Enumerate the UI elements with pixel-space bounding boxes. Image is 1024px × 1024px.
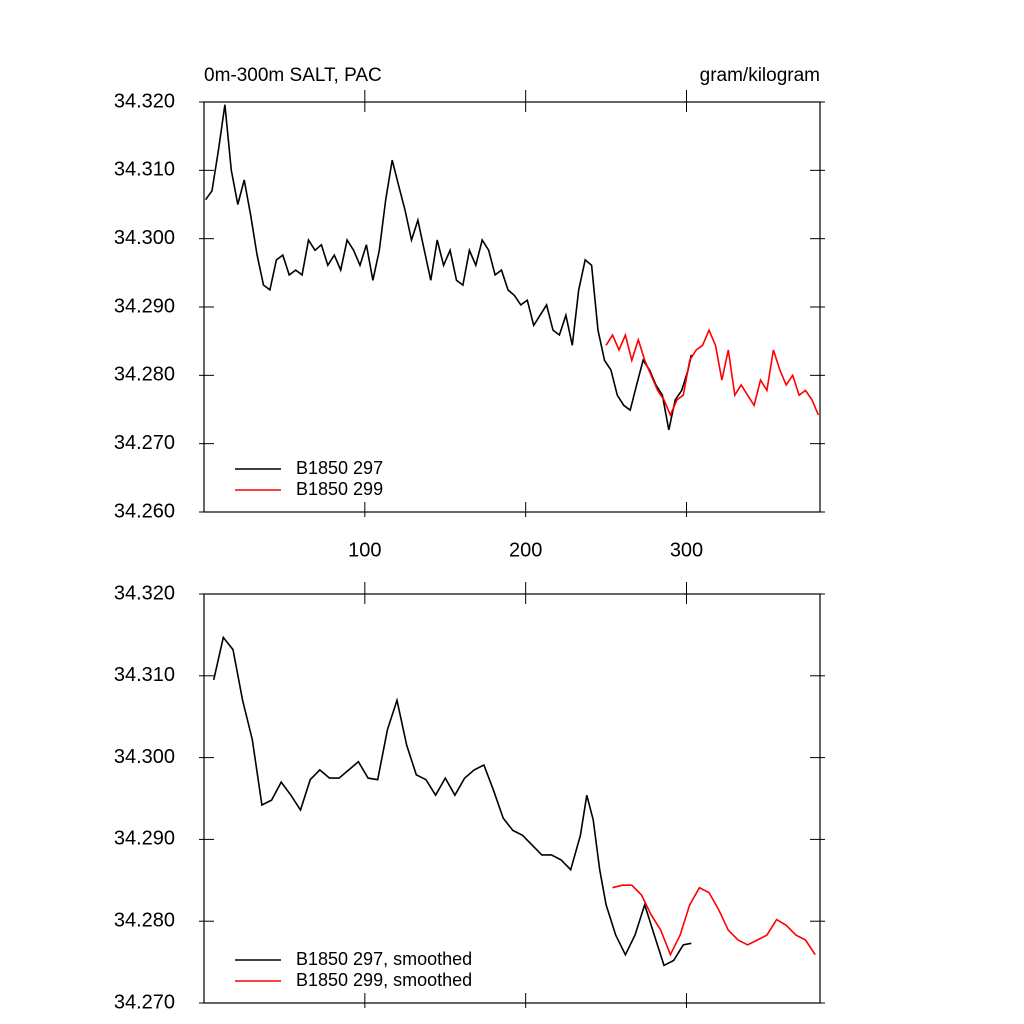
legend-label: B1850 299 [296, 479, 383, 499]
data-line [612, 884, 816, 957]
data-line [212, 635, 692, 967]
y-tick-label: 34.270 [114, 432, 175, 454]
data-line [204, 104, 693, 431]
y-tick-label: 34.290 [114, 828, 175, 850]
y-tick-label: 34.270 [114, 991, 175, 1013]
y-tick-label: 34.300 [114, 746, 175, 768]
chart-title: 0m-300m SALT, PAC [204, 65, 382, 86]
x-tick-label: 300 [670, 539, 703, 561]
plot-frame [203, 593, 821, 1004]
legend-label: B1850 297, smoothed [296, 949, 472, 969]
data-line [605, 328, 820, 418]
plot-frame [203, 101, 821, 513]
legend-label: B1850 299, smoothed [296, 970, 472, 990]
y-tick-label: 34.310 [114, 664, 175, 686]
y-tick-label: 34.310 [114, 159, 175, 181]
y-tick-label: 34.320 [114, 582, 175, 604]
y-tick-label: 34.280 [114, 909, 175, 931]
y-tick-label: 34.290 [114, 295, 175, 317]
y-tick-label: 34.300 [114, 227, 175, 249]
y-tick-label: 34.320 [114, 90, 175, 112]
x-tick-label: 200 [509, 539, 542, 561]
units-label: gram/kilogram [700, 65, 820, 86]
y-tick-label: 34.260 [114, 500, 175, 522]
x-tick-label: 100 [348, 539, 381, 561]
y-tick-label: 34.280 [114, 364, 175, 386]
legend-label: B1850 297 [296, 458, 383, 478]
